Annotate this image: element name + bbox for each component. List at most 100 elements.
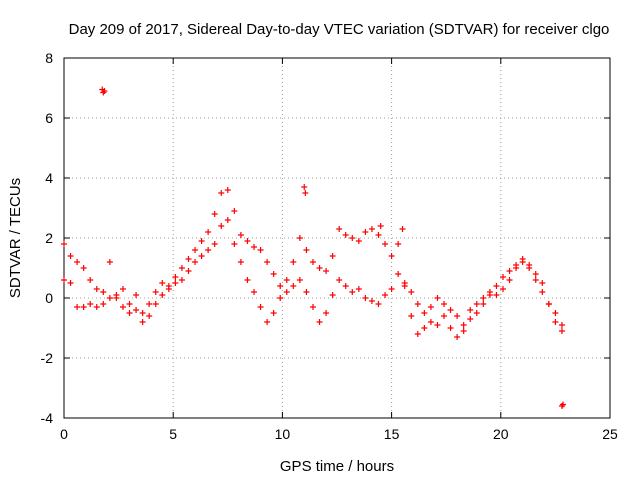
data-point [133, 292, 140, 298]
data-point [100, 301, 107, 307]
data-point [139, 310, 146, 316]
data-point [382, 292, 389, 298]
data-point [558, 328, 565, 334]
tick-layer [63, 57, 611, 419]
data-point [257, 247, 264, 253]
data-point [539, 280, 546, 286]
data-point [375, 232, 382, 238]
data-point [67, 280, 74, 286]
data-point [552, 319, 559, 325]
data-point [283, 277, 290, 283]
data-point [224, 187, 231, 193]
y-tick-label: 0 [45, 290, 53, 306]
data-point [224, 217, 231, 223]
y-tick-label: -4 [41, 410, 54, 426]
data-point [368, 226, 375, 232]
data-point [93, 286, 100, 292]
data-point [434, 295, 441, 301]
data-point [493, 292, 500, 298]
data-point [283, 289, 290, 295]
data-point [251, 289, 258, 295]
data-point [237, 232, 244, 238]
data-point [61, 241, 67, 247]
data-point [126, 301, 133, 307]
data-point [211, 211, 218, 217]
data-point [264, 319, 271, 325]
data-point [303, 289, 310, 295]
data-point [377, 223, 384, 229]
data-point [205, 229, 212, 235]
data-point [323, 268, 330, 274]
data-point [218, 223, 225, 229]
data-point [178, 265, 185, 271]
data-point [100, 289, 107, 295]
data-point [421, 310, 428, 316]
data-point [211, 241, 218, 247]
data-point [119, 286, 126, 292]
y-tick-label: 6 [45, 110, 53, 126]
data-point [519, 256, 526, 262]
data-point [526, 262, 533, 268]
data-point [172, 274, 179, 280]
data-point [399, 226, 406, 232]
data-point [74, 259, 81, 265]
data-point [277, 295, 284, 301]
data-point [178, 277, 185, 283]
data-point [349, 289, 356, 295]
data-point [251, 244, 258, 250]
data-point [270, 310, 277, 316]
data-point [152, 301, 159, 307]
data-point [244, 277, 251, 283]
data-point [513, 265, 520, 271]
data-point [506, 277, 513, 283]
data-point [434, 322, 441, 328]
data-point [473, 310, 480, 316]
y-tick-label: 8 [45, 50, 53, 66]
data-point [316, 319, 323, 325]
data-point [447, 325, 454, 331]
data-point [336, 277, 343, 283]
data-point [401, 283, 408, 289]
data-point [231, 241, 238, 247]
data-point [231, 208, 238, 214]
data-point [447, 307, 454, 313]
data-point [408, 289, 415, 295]
data-point [421, 325, 428, 331]
x-tick-label: 5 [169, 426, 177, 442]
data-point [133, 307, 140, 313]
data-point [388, 286, 395, 292]
data-point [277, 283, 284, 289]
data-point [362, 295, 369, 301]
data-point [427, 319, 434, 325]
data-point [362, 229, 369, 235]
x-tick-label: 25 [602, 426, 618, 442]
data-point [237, 259, 244, 265]
y-tick-label: 2 [45, 230, 53, 246]
data-point [382, 241, 389, 247]
data-point [552, 310, 559, 316]
data-point [296, 277, 303, 283]
data-point [545, 301, 552, 307]
data-point [342, 232, 349, 238]
data-point [296, 235, 303, 241]
data-point [309, 259, 316, 265]
data-point [532, 271, 539, 277]
data-point [185, 256, 192, 262]
data-point [316, 265, 323, 271]
x-tick-label: 15 [384, 426, 400, 442]
data-point [146, 313, 153, 319]
data-point [506, 268, 513, 274]
chart-title: Day 209 of 2017, Sidereal Day-to-day VTE… [69, 21, 610, 38]
data-point [80, 304, 87, 310]
data-point [499, 274, 506, 280]
data-point [467, 307, 474, 313]
data-point [375, 301, 382, 307]
data-point [336, 226, 343, 232]
data-point [558, 322, 565, 328]
data-point [159, 280, 166, 286]
data-layer [61, 86, 567, 409]
data-point [342, 283, 349, 289]
data-point [309, 304, 316, 310]
data-point [152, 289, 159, 295]
data-point [323, 310, 330, 316]
